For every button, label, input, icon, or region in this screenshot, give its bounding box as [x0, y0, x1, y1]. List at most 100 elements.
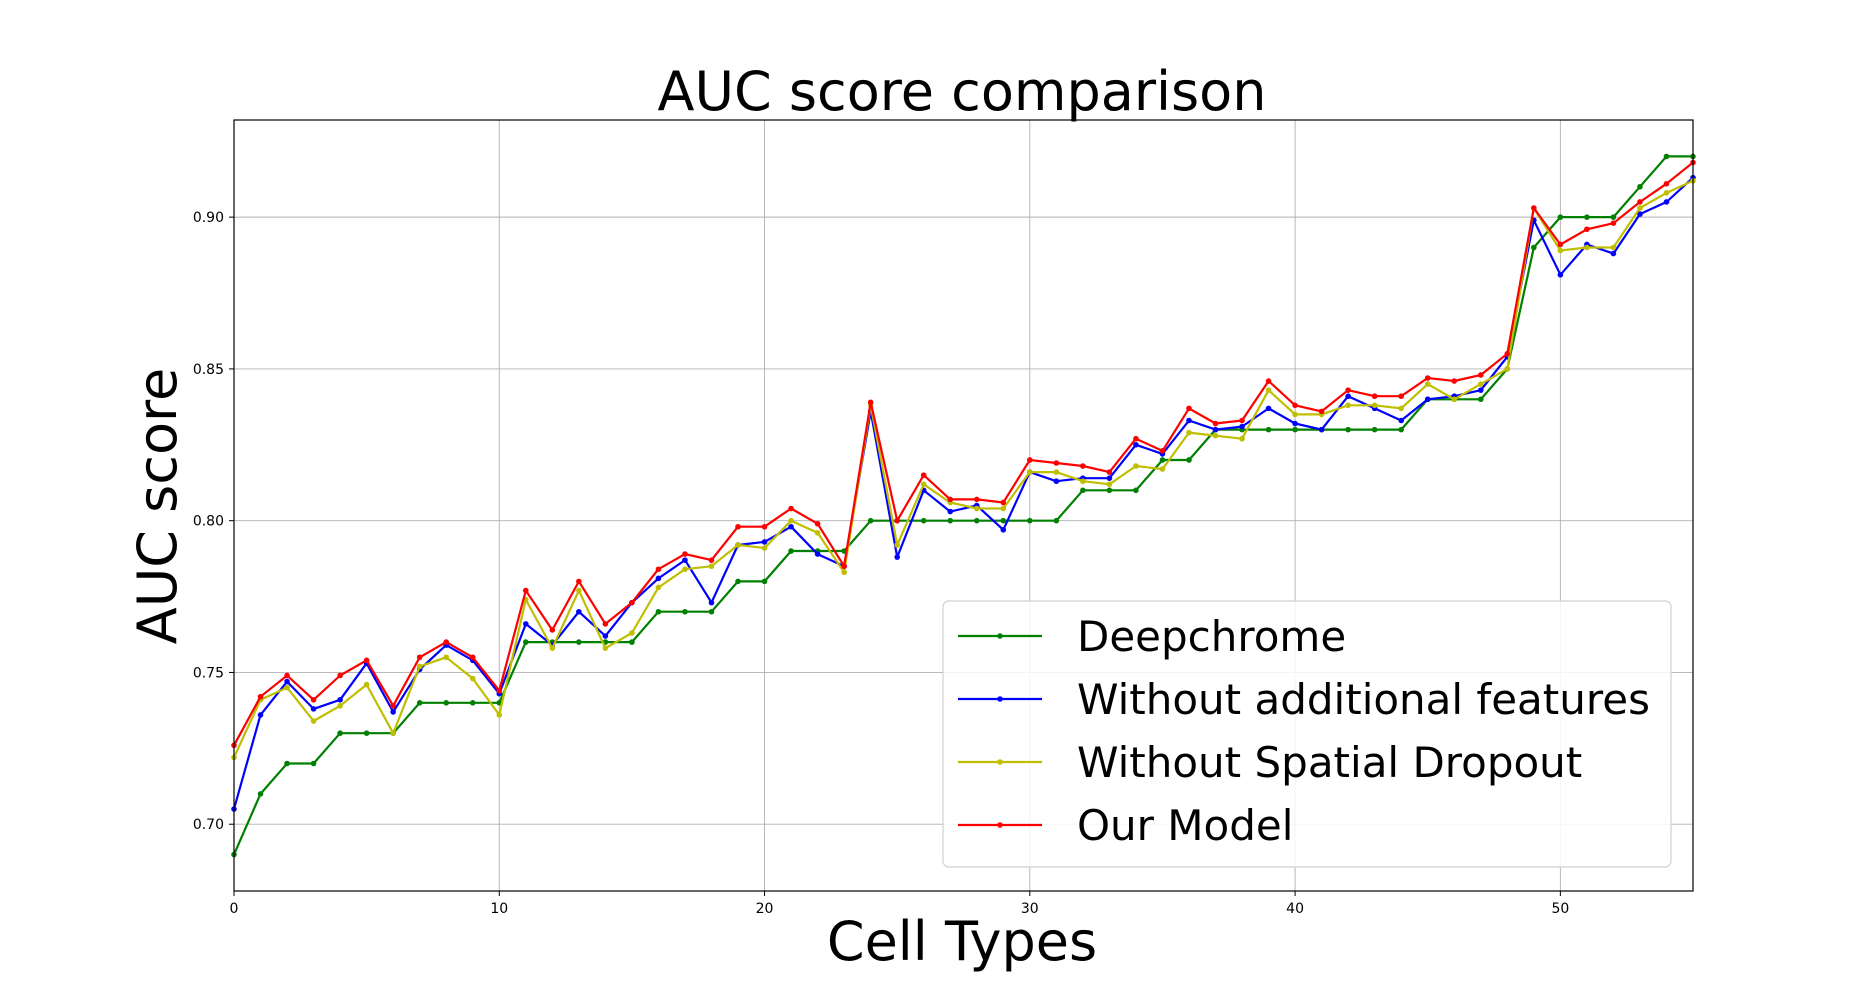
data-point	[1663, 153, 1670, 160]
data-point	[1027, 469, 1033, 475]
data-point	[735, 542, 741, 548]
y-tick-label: 0.90	[193, 210, 224, 226]
data-point	[1610, 250, 1617, 257]
data-point	[1053, 469, 1060, 475]
data-point	[761, 539, 768, 545]
data-point	[1239, 417, 1245, 424]
legend-item-deepchrome: Deepchrome	[958, 612, 1346, 661]
data-point	[469, 654, 476, 661]
data-point	[1159, 466, 1166, 472]
data-point	[523, 587, 529, 594]
data-point	[1186, 457, 1192, 463]
data-point	[1292, 426, 1298, 433]
data-point	[1292, 420, 1298, 427]
x-tick-label: 20	[756, 901, 774, 917]
data-point	[337, 672, 343, 679]
data-point	[1292, 402, 1298, 409]
data-point	[1186, 429, 1192, 436]
data-point	[337, 696, 343, 703]
legend-swatch-marker	[997, 633, 1003, 639]
data-point	[1557, 241, 1564, 248]
data-point	[1318, 408, 1325, 415]
data-point	[1663, 199, 1670, 205]
data-point	[416, 663, 423, 670]
data-point	[761, 545, 768, 551]
data-point	[310, 760, 317, 767]
data-point	[814, 530, 821, 536]
data-point	[973, 496, 980, 503]
data-point	[1504, 366, 1511, 372]
data-point	[1133, 441, 1139, 448]
data-point	[1000, 505, 1007, 512]
data-point	[947, 508, 954, 515]
data-point	[576, 578, 582, 585]
data-point	[761, 578, 768, 585]
data-point	[1637, 183, 1643, 190]
data-point	[469, 700, 476, 706]
data-point	[708, 557, 715, 563]
data-point	[469, 675, 476, 682]
data-point	[708, 563, 715, 570]
legend-item-our-model: Our Model	[958, 801, 1293, 850]
data-point	[629, 630, 635, 636]
data-point	[655, 566, 662, 573]
data-point	[682, 557, 688, 563]
data-point	[1080, 487, 1086, 494]
data-point	[1398, 417, 1404, 424]
data-point	[1637, 205, 1643, 211]
axis-ticks: 0 10 20 30 40 50 0.70 0.75 0.80 0.85 0.90	[193, 210, 1569, 917]
data-point	[682, 551, 688, 557]
data-point	[576, 587, 582, 594]
data-point	[337, 730, 343, 736]
x-tick-label: 10	[490, 901, 508, 917]
data-point	[867, 517, 874, 524]
data-point	[735, 523, 741, 530]
data-point	[1477, 387, 1484, 393]
data-point	[655, 575, 662, 582]
data-point	[1584, 244, 1590, 251]
data-point	[629, 639, 635, 645]
data-point	[1371, 426, 1378, 433]
legend-item-without-additional-features: Without additional features	[958, 675, 1650, 724]
data-point	[1133, 463, 1139, 469]
chart-title: AUC score comparison	[658, 60, 1267, 123]
legend: Deepchrome Without additional features Wit…	[942, 600, 1672, 868]
data-point	[1292, 411, 1298, 418]
data-point	[416, 654, 423, 661]
data-point	[257, 791, 264, 797]
data-point	[523, 621, 529, 627]
data-point	[1212, 426, 1219, 433]
data-point	[841, 569, 847, 576]
data-point	[1345, 387, 1351, 393]
data-point	[1239, 423, 1245, 430]
data-point	[1663, 190, 1670, 196]
data-point	[443, 700, 450, 706]
data-point	[1451, 396, 1458, 403]
data-point	[1027, 517, 1033, 524]
data-point	[496, 687, 503, 694]
data-point	[655, 608, 662, 615]
data-point	[920, 472, 927, 478]
legend-label: Without additional features	[1077, 675, 1650, 724]
data-point	[629, 599, 635, 606]
x-axis-label: Cell Types	[827, 910, 1097, 973]
data-point	[363, 681, 370, 688]
data-point	[1053, 478, 1060, 485]
data-point	[1265, 426, 1272, 433]
data-point	[1080, 463, 1086, 469]
data-point	[1504, 350, 1511, 357]
data-point	[1345, 393, 1351, 400]
data-point	[1398, 426, 1404, 433]
legend-label: Without Spatial Dropout	[1077, 738, 1582, 787]
data-point	[390, 730, 396, 736]
y-tick-label: 0.85	[193, 362, 224, 378]
data-point	[1080, 478, 1086, 485]
x-tick-label: 30	[1021, 901, 1039, 917]
data-point	[1424, 396, 1431, 403]
series-without-spatial-dropout	[231, 177, 1696, 761]
legend-swatch-marker	[997, 696, 1003, 702]
data-point	[788, 517, 794, 524]
data-point	[735, 578, 741, 585]
data-point	[894, 542, 900, 548]
data-point	[337, 703, 343, 709]
